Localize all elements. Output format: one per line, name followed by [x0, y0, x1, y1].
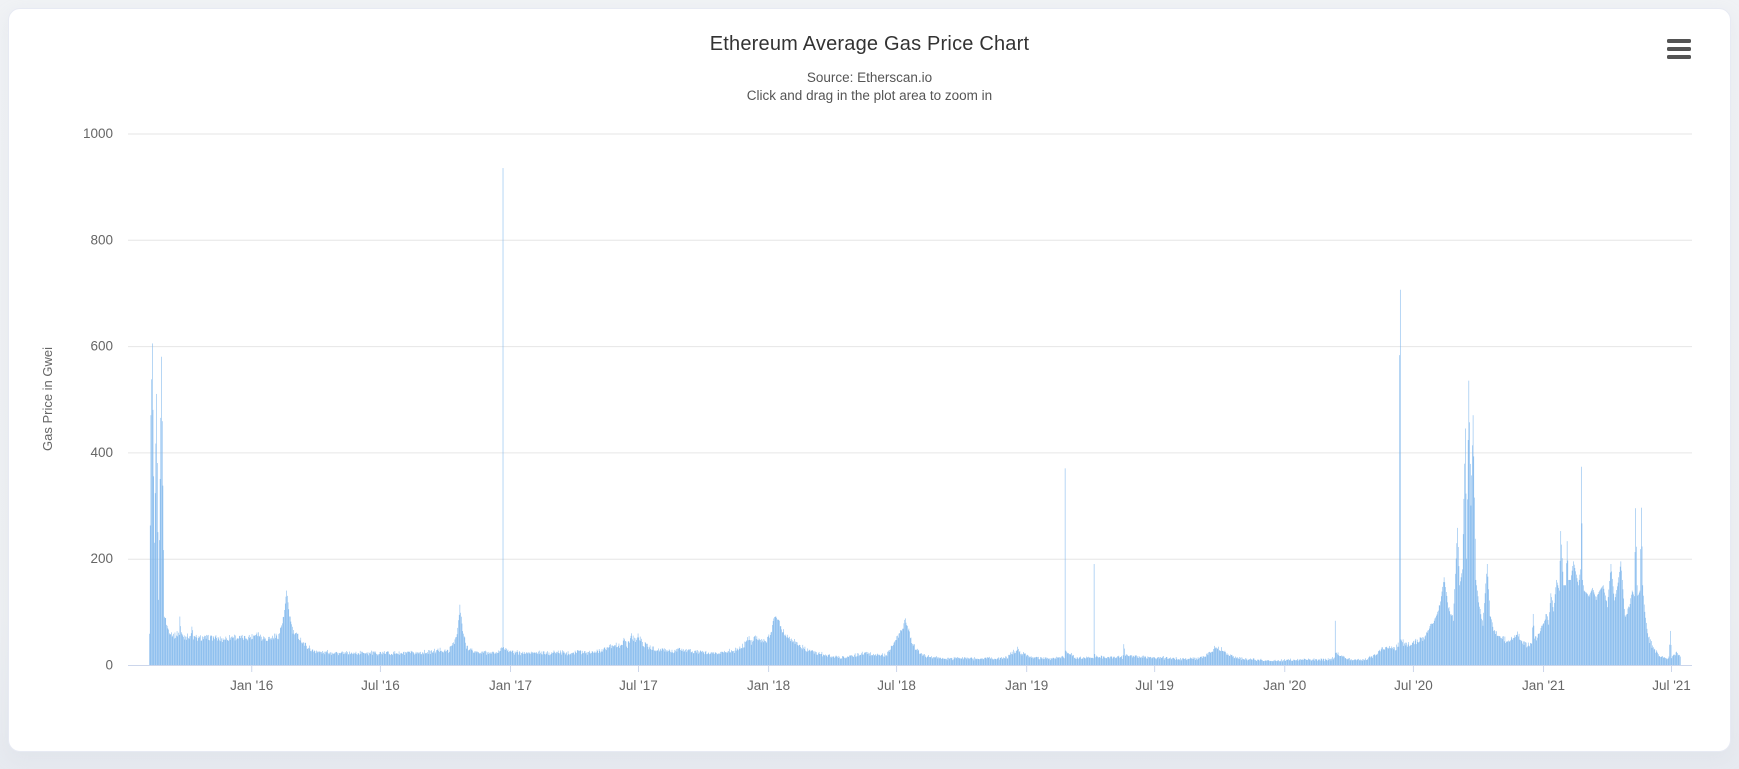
- x-tick-label: Jan '18: [747, 678, 790, 693]
- hamburger-icon: [1667, 39, 1691, 59]
- series-average-gas-price[interactable]: [149, 168, 1681, 666]
- x-tick-label: Jan '16: [230, 678, 273, 693]
- y-tick-label: 0: [105, 658, 113, 673]
- x-tick-label: Jan '20: [1263, 678, 1306, 693]
- x-axis-labels: Jan '16 Jul '16 Jan '17 Jul '17 Jan '18 Jul '…: [230, 678, 1691, 693]
- x-tick-label: Jul '16: [361, 678, 400, 693]
- y-axis-title: Gas Price in Gwei: [40, 347, 55, 451]
- x-axis-ticks: [251, 666, 1672, 672]
- x-tick-label: Jan '17: [489, 678, 532, 693]
- y-tick-label: 1000: [83, 126, 113, 141]
- y-tick-label: 800: [90, 232, 113, 247]
- x-tick-label: Jul '21: [1652, 678, 1691, 693]
- y-tick-label: 600: [90, 339, 113, 354]
- x-tick-label: Jul '19: [1135, 678, 1174, 693]
- y-axis-labels: 0 200 400 600 800 1000: [83, 126, 113, 673]
- y-tick-label: 400: [90, 445, 113, 460]
- x-tick-label: Jan '19: [1005, 678, 1048, 693]
- x-tick-label: Jan '21: [1522, 678, 1565, 693]
- x-tick-label: Jul '20: [1394, 678, 1433, 693]
- y-tick-label: 200: [90, 551, 113, 566]
- x-tick-label: Jul '18: [877, 678, 916, 693]
- plot-area[interactable]: [128, 120, 1692, 665]
- x-tick-label: Jul '17: [619, 678, 658, 693]
- chart-context-menu-button[interactable]: [1664, 36, 1694, 62]
